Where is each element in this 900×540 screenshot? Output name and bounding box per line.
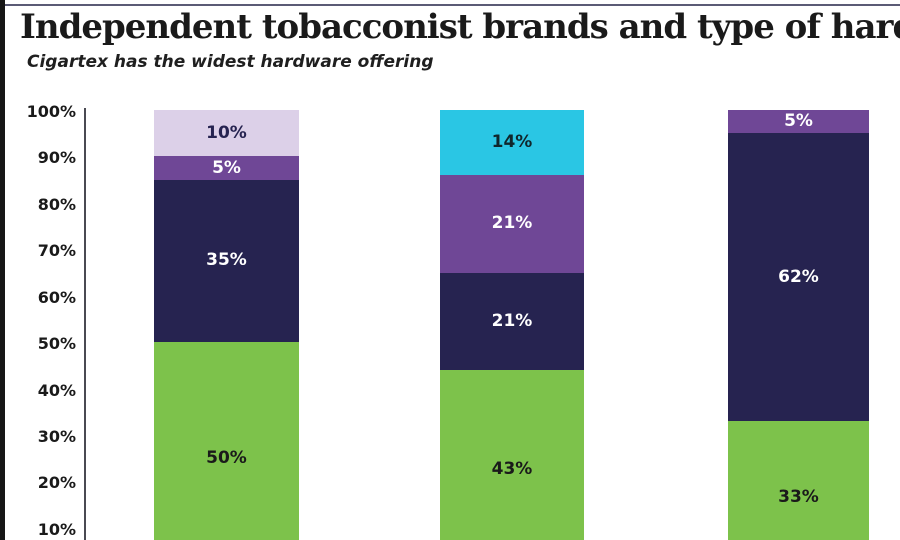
- bar-segment-navy: 21%: [440, 272, 584, 370]
- bar-segment-navy: 35%: [154, 179, 299, 343]
- bar-segment-green: 33%: [728, 421, 869, 540]
- y-tick-label: 80%: [37, 194, 76, 214]
- y-tick-label: 50%: [37, 334, 76, 354]
- y-tick-label: 90%: [37, 148, 76, 168]
- left-edge-strip: [0, 0, 5, 540]
- chart-title: Independent tobacconist brands and type …: [20, 7, 900, 47]
- bar-segment-green: 43%: [440, 370, 584, 540]
- segment-value-label: 10%: [206, 122, 247, 143]
- segment-value-label: 43%: [491, 459, 533, 480]
- segment-value-label: 21%: [491, 213, 533, 234]
- bar-segment-purple: 5%: [154, 156, 299, 180]
- bar-segment-green: 50%: [154, 342, 299, 540]
- y-axis-line: [84, 108, 86, 540]
- bar-segment-cyan: 14%: [440, 110, 584, 175]
- segment-value-label: 62%: [778, 266, 819, 287]
- segment-value-label: 33%: [778, 487, 819, 508]
- segment-value-label: 5%: [784, 111, 813, 132]
- y-tick-label: 70%: [37, 241, 76, 261]
- y-tick-label: 30%: [37, 427, 76, 446]
- y-tick-label: 100%: [26, 102, 76, 121]
- top-border-line: [0, 4, 900, 6]
- segment-value-label: 14%: [491, 132, 533, 152]
- y-tick-label: 10%: [37, 519, 76, 539]
- segment-value-label: 21%: [491, 310, 533, 331]
- segment-value-label: 35%: [206, 250, 247, 271]
- bar-segment-purple: 5%: [728, 110, 869, 134]
- y-tick-label: 40%: [37, 380, 76, 400]
- bar-1: 10% 5% 35% 50%: [154, 110, 299, 540]
- bar-segment-purple: 21%: [440, 175, 584, 273]
- chart-subtitle: Cigartex has the widest hardware offerin…: [27, 52, 434, 72]
- y-tick-label: 20%: [37, 473, 76, 493]
- y-tick-label: 60%: [37, 287, 76, 307]
- bar-segment-lavender: 10%: [154, 110, 299, 157]
- segment-value-label: 50%: [206, 447, 247, 468]
- bar-segment-navy: 62%: [728, 133, 869, 422]
- bar-2: 14% 21% 21% 43%: [440, 110, 584, 540]
- bar-3: 5% 62% 33%: [728, 110, 869, 540]
- segment-value-label: 5%: [212, 157, 241, 178]
